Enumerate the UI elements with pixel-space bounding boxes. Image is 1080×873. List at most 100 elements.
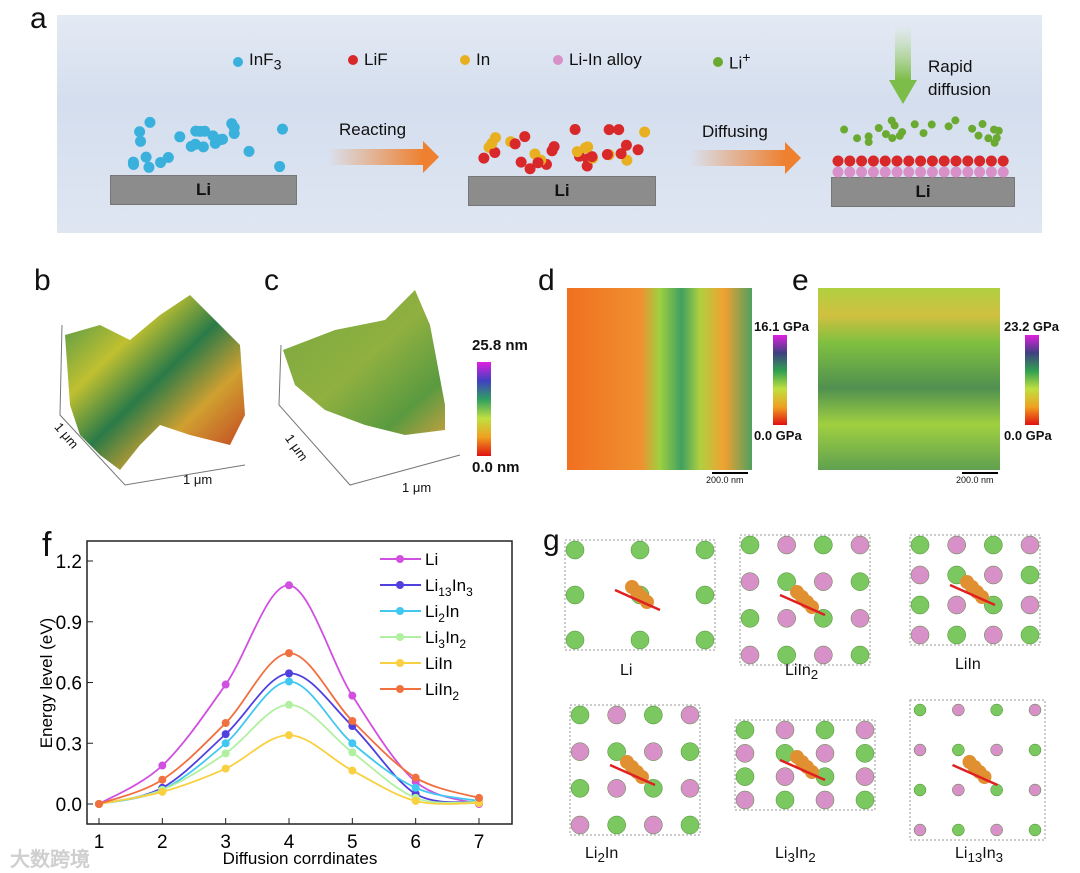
particle — [532, 157, 544, 169]
li-ion-particle — [984, 134, 993, 143]
data-point — [285, 731, 293, 740]
x-axis-label: Diffusion corrdinates — [223, 849, 378, 868]
x-tick-label: 7 — [474, 832, 485, 853]
inf3-particle — [144, 116, 156, 128]
particle-icon — [553, 55, 563, 65]
x-tick-label: 3 — [220, 832, 231, 853]
x-tick-label: 2 — [157, 832, 168, 853]
legend-marker — [396, 659, 404, 667]
li-ion-particle — [888, 134, 897, 143]
crystal-structures — [564, 534, 1046, 841]
panel-label-d: d — [538, 264, 555, 297]
particle — [569, 124, 581, 136]
energy-barrier-chart: 0.0 0.3 0.6 0.9 1.2 1 2 3 4 5 6 7 Diffusion corrdina… — [37, 540, 513, 868]
li-substrate-2: Li — [468, 176, 656, 206]
diffusion-path-arrow-icon — [951, 763, 999, 787]
data-point — [95, 800, 103, 808]
diffusion-path-arrow-icon — [779, 758, 826, 782]
li-ion-particle — [994, 126, 1003, 135]
crystal-structure — [564, 539, 716, 651]
afm-3d-map-b — [59, 295, 246, 486]
inf3-particle — [207, 130, 219, 142]
li-ion-particle — [853, 134, 862, 143]
inf3-particle — [274, 161, 286, 173]
data-point — [411, 796, 420, 805]
legend-label: Li-In alloy — [569, 50, 642, 69]
li-ion-particle — [974, 131, 983, 140]
inf3-particle — [217, 133, 229, 145]
panel-label-b: b — [34, 264, 51, 297]
particle — [632, 144, 644, 156]
step-diffusing: Diffusing — [702, 122, 768, 141]
data-point — [158, 775, 167, 784]
modulus-map-d — [567, 288, 752, 470]
legend-marker — [396, 581, 404, 589]
arrow-reacting-icon — [328, 141, 439, 173]
inf3-particle — [228, 127, 240, 139]
x-tick-label: 5 — [347, 832, 358, 853]
data-point — [221, 764, 230, 773]
data-point — [285, 669, 293, 678]
li-substrate-1: Li — [110, 175, 297, 205]
scale-bar-e — [962, 472, 998, 474]
diffusion-text: diffusion — [928, 80, 992, 99]
data-point — [221, 719, 230, 727]
x-tick-label: 1 — [94, 832, 105, 853]
li-ion-particle — [874, 123, 883, 132]
particle-icon — [713, 56, 723, 67]
particle-icon — [233, 56, 243, 67]
data-point — [348, 691, 357, 700]
legend-label: InF3 — [249, 50, 282, 74]
particle — [603, 124, 615, 136]
legend-label: LiIn2 — [425, 680, 459, 703]
series-line — [98, 734, 480, 805]
particle — [601, 149, 613, 161]
data-point — [285, 700, 293, 709]
particle — [509, 138, 521, 150]
modulus-map-e — [818, 288, 1000, 470]
legend-item-0: InF3 — [233, 50, 281, 73]
legend-label: Li — [425, 550, 438, 569]
diffusion-path-arrow-icon — [779, 593, 826, 617]
structure-label: Li2In — [585, 845, 619, 866]
data-point — [411, 773, 420, 782]
structure-label: Li — [620, 662, 633, 679]
legend-label: Li+ — [729, 50, 751, 73]
arrow-diffusing-icon — [690, 142, 801, 174]
data-point — [348, 766, 357, 775]
li-ion-particle — [864, 132, 873, 141]
particle — [546, 145, 558, 157]
particle-illustration — [127, 25, 1009, 178]
particle — [582, 141, 594, 153]
legend-marker — [396, 607, 404, 615]
particle — [620, 139, 632, 151]
li-ion-particle — [895, 131, 904, 140]
inf3-particle — [185, 140, 197, 152]
inf3-particle — [140, 151, 152, 163]
legend-label: Li2 In — [425, 602, 459, 625]
data-point — [285, 649, 293, 658]
panel-label-g: g — [543, 524, 560, 557]
data-point — [221, 730, 230, 739]
panel-label-e: e — [792, 264, 809, 297]
crystal-structure — [734, 719, 876, 811]
axis-label-c2: 1 μm — [402, 480, 432, 495]
inf3-particle — [155, 156, 167, 168]
particle — [613, 124, 625, 136]
inf3-particle — [174, 131, 186, 143]
structure-label: LiIn — [955, 656, 981, 673]
li-ion-particle — [881, 130, 890, 139]
x-tick-label: 4 — [284, 832, 295, 853]
axis-label-b2: 1 μm — [183, 472, 213, 487]
legend-label: Li13 In3 — [425, 576, 473, 599]
crystal-structure — [739, 534, 871, 666]
particle — [489, 147, 501, 159]
y-axis-label: Energy level (eV) — [37, 618, 56, 748]
inf3-particle — [143, 161, 155, 173]
crystal-structure — [909, 699, 1046, 841]
li-ion-particle — [990, 138, 999, 147]
diffusion-path-arrow-icon — [609, 763, 656, 787]
colorbar-max-d: 16.1 GPa — [754, 319, 809, 334]
crystal-structure — [909, 534, 1041, 646]
